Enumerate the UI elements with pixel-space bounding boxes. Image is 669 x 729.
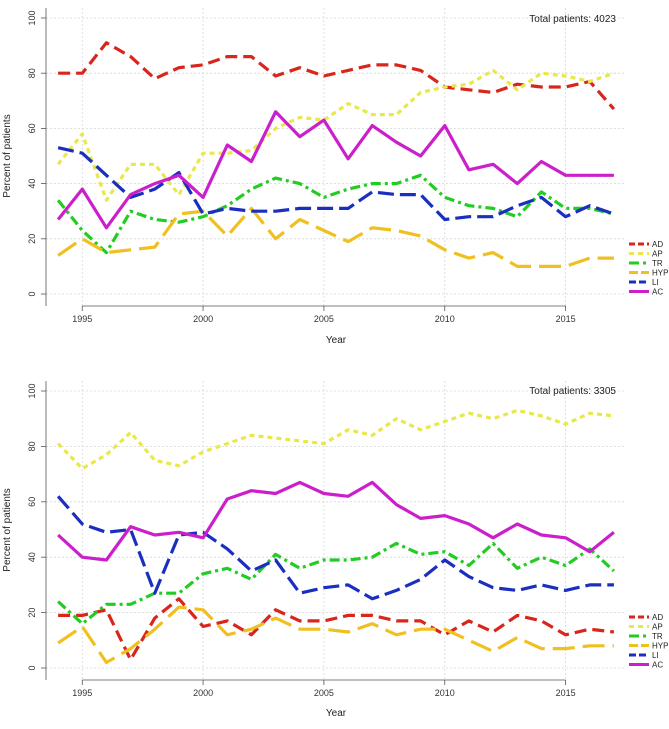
x-tick-label: 2000 <box>193 314 213 324</box>
y-tick-label: 40 <box>27 552 37 562</box>
legend-label-ad: AD <box>652 613 663 622</box>
x-tick-label: 2000 <box>193 688 213 698</box>
total-patients-label: Total patients: 3305 <box>529 386 616 397</box>
legend-label-ap: AP <box>652 623 663 632</box>
y-tick-label: 20 <box>27 234 37 244</box>
series-line-tr <box>57 541 615 626</box>
series-line-ac <box>57 480 615 562</box>
y-tick-label: 80 <box>27 441 37 451</box>
legend-label-ac: AC <box>652 288 663 297</box>
x-axis-label: Year <box>326 708 347 719</box>
x-tick-label: 2015 <box>556 688 576 698</box>
series-line-ac <box>56 110 614 230</box>
grid <box>46 381 626 680</box>
x-tick-label: 2010 <box>435 688 455 698</box>
chart-panel-top: Total patients: 4023 Year Percent of pat… <box>2 8 668 346</box>
series-line-hyp <box>57 605 614 665</box>
series-line-hyp <box>57 206 614 268</box>
y-axis-label: Percent of patients <box>2 114 13 197</box>
legend-label-tr: TR <box>652 259 663 268</box>
x-tick-label: 2015 <box>556 314 576 324</box>
series-line-ap <box>56 408 615 471</box>
y-tick-label: 100 <box>27 383 37 398</box>
total-patients-label: Total patients: 4023 <box>529 14 616 25</box>
legend-label-hyp: HYP <box>652 642 668 651</box>
legend-label-li: LI <box>652 278 659 287</box>
series-line-ap <box>56 68 615 202</box>
y-tick-label: 60 <box>27 123 37 133</box>
x-tick-label: 2010 <box>435 314 455 324</box>
y-tick-label: 100 <box>27 10 37 25</box>
series-line-ad <box>58 41 616 111</box>
x-axis-label: Year <box>326 335 347 346</box>
y-tick-label: 40 <box>27 179 37 189</box>
y-tick-label: 80 <box>27 68 37 78</box>
legend-label-ac: AC <box>652 661 663 670</box>
series-line-tr <box>56 173 615 255</box>
series-line-li <box>56 495 614 601</box>
x-tick-label: 2005 <box>314 314 334 324</box>
legend-label-ad: AD <box>652 240 663 249</box>
legend-label-ap: AP <box>652 250 663 259</box>
grid <box>46 8 626 306</box>
y-tick-label: 20 <box>27 608 37 618</box>
series-line-li <box>57 146 615 222</box>
legend-label-hyp: HYP <box>652 269 668 278</box>
y-axis-label: Percent of patients <box>2 488 13 571</box>
y-tick-label: 60 <box>27 497 37 507</box>
chart-panel-bottom: Total patients: 3305 Year Percent of pat… <box>2 381 668 719</box>
legend-label-tr: TR <box>652 632 663 641</box>
x-tick-label: 1995 <box>72 314 92 324</box>
legend-label-li: LI <box>652 651 659 660</box>
y-tick-label: 0 <box>27 665 37 670</box>
series-line-ad <box>58 597 615 662</box>
x-tick-label: 1995 <box>72 688 92 698</box>
y-tick-label: 0 <box>27 291 37 296</box>
x-tick-label: 2005 <box>314 688 334 698</box>
